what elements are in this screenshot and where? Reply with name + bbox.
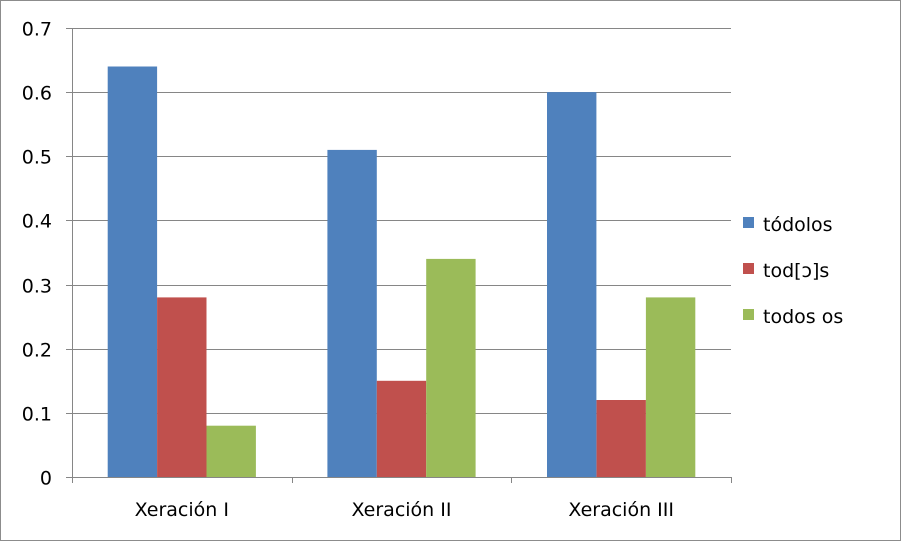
axes: 0 0.1 0.2 0.3 0.4 0.5 0.6 0.7 Xeración I Xeración… <box>22 19 732 521</box>
bars <box>107 66 696 477</box>
bar-3-2 <box>426 258 476 477</box>
bar-2-2 <box>376 380 427 477</box>
legend-swatch <box>743 309 754 320</box>
y-tick-label: 0.2 <box>22 340 52 362</box>
y-tick-label: 0.4 <box>22 211 52 233</box>
y-tick-label: 0 <box>40 468 52 490</box>
legend-label: tódolos <box>763 214 833 236</box>
bar-2-3 <box>596 400 646 477</box>
bar-2-1 <box>157 297 207 477</box>
legend-swatch <box>743 263 754 274</box>
legend-label: tod[ɔ]s <box>763 260 829 282</box>
y-tick-label: 0.3 <box>22 276 52 298</box>
bar-1-1 <box>107 66 158 477</box>
legend-swatch <box>743 217 754 228</box>
bar-3-3 <box>645 297 696 477</box>
y-tick-label: 0.1 <box>22 404 52 426</box>
legend: tódolos tod[ɔ]s todos os <box>743 214 843 328</box>
bar-3-1 <box>206 425 256 477</box>
y-tick-label: 0.6 <box>22 83 52 105</box>
x-category-label: Xeración II <box>352 499 452 521</box>
bar-1-2 <box>327 149 377 477</box>
legend-label: todos os <box>763 306 843 328</box>
x-category-label: Xeración III <box>568 499 674 521</box>
x-category-label: Xeración I <box>135 499 229 521</box>
y-tick-label: 0.5 <box>22 147 52 169</box>
y-tick-label: 0.7 <box>22 19 52 41</box>
bar-1-3 <box>547 92 597 477</box>
